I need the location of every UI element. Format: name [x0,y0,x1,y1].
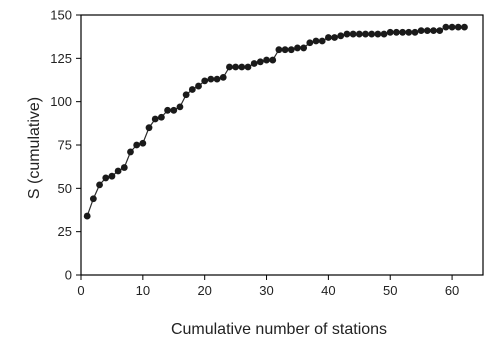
data-point [213,75,221,83]
x-tick-label: 40 [321,283,335,298]
data-point [442,23,450,31]
data-point [102,174,110,182]
data-point [232,63,240,71]
data-point [306,39,314,47]
data-point [436,27,444,34]
data-point [182,91,190,99]
data-point [176,103,184,111]
data-point [139,139,147,147]
data-point [269,56,277,64]
data-point [337,32,345,40]
y-tick-label: 125 [50,51,72,66]
data-point [83,212,91,220]
data-point [374,30,382,38]
y-tick-label: 150 [50,8,72,23]
data-point [195,82,202,90]
data-point [430,27,437,34]
data-point [405,28,413,36]
y-tick-label: 100 [50,94,72,109]
data-point [250,60,258,67]
data-point [145,124,153,132]
data-point [244,63,252,71]
data-point [312,37,320,45]
data-point [331,34,338,41]
data-point [89,195,97,203]
data-point [318,37,326,45]
data-point [287,46,295,54]
y-tick-label: 75 [58,138,72,153]
data-point [386,28,394,36]
data-point [461,23,468,31]
y-tick-label: 25 [58,224,72,239]
x-tick-label: 30 [259,283,273,298]
data-point [151,115,159,123]
data-point [158,113,165,121]
data-point [127,148,134,156]
data-point [294,44,301,52]
data-point [362,30,369,38]
data-point [454,23,462,31]
x-tick-label: 10 [136,283,150,298]
series-line [86,26,465,217]
data-point [368,30,376,38]
data-point [108,172,116,180]
data-point [324,34,332,41]
data-point [399,28,406,36]
y-tick-label: 50 [58,181,72,196]
data-point [448,23,456,31]
data-point [226,63,233,71]
data-point [219,74,227,81]
x-tick-label: 0 [77,283,84,298]
data-point [114,167,122,175]
data-point [355,30,363,38]
data-point [201,77,209,85]
data-point [96,181,103,189]
data-point [238,63,246,71]
data-point [393,28,400,36]
data-point [281,46,289,54]
data-point [300,44,308,52]
data-point [207,75,215,83]
x-axis-title: Cumulative number of stations [171,321,387,338]
y-tick-label: 0 [65,268,72,283]
data-point [120,164,128,171]
data-point [343,30,351,38]
x-tick-label: 20 [197,283,211,298]
x-tick-label: 50 [383,283,397,298]
data-point [188,86,196,93]
data-point [256,58,264,66]
data-point [275,46,283,54]
data-point [380,30,388,38]
ticks: 0 10 20 30 40 50 60 0 25 50 75 100 125 150 [50,8,459,299]
data-point [170,106,178,114]
data-point [423,27,431,34]
data-point [164,106,171,114]
x-tick-label: 60 [445,283,459,298]
y-axis-title: S (cumulative) [26,97,43,199]
series [83,23,468,220]
data-point [133,141,141,149]
data-point [263,56,270,64]
data-point [411,28,419,36]
data-point [417,27,425,34]
data-point [349,30,357,38]
